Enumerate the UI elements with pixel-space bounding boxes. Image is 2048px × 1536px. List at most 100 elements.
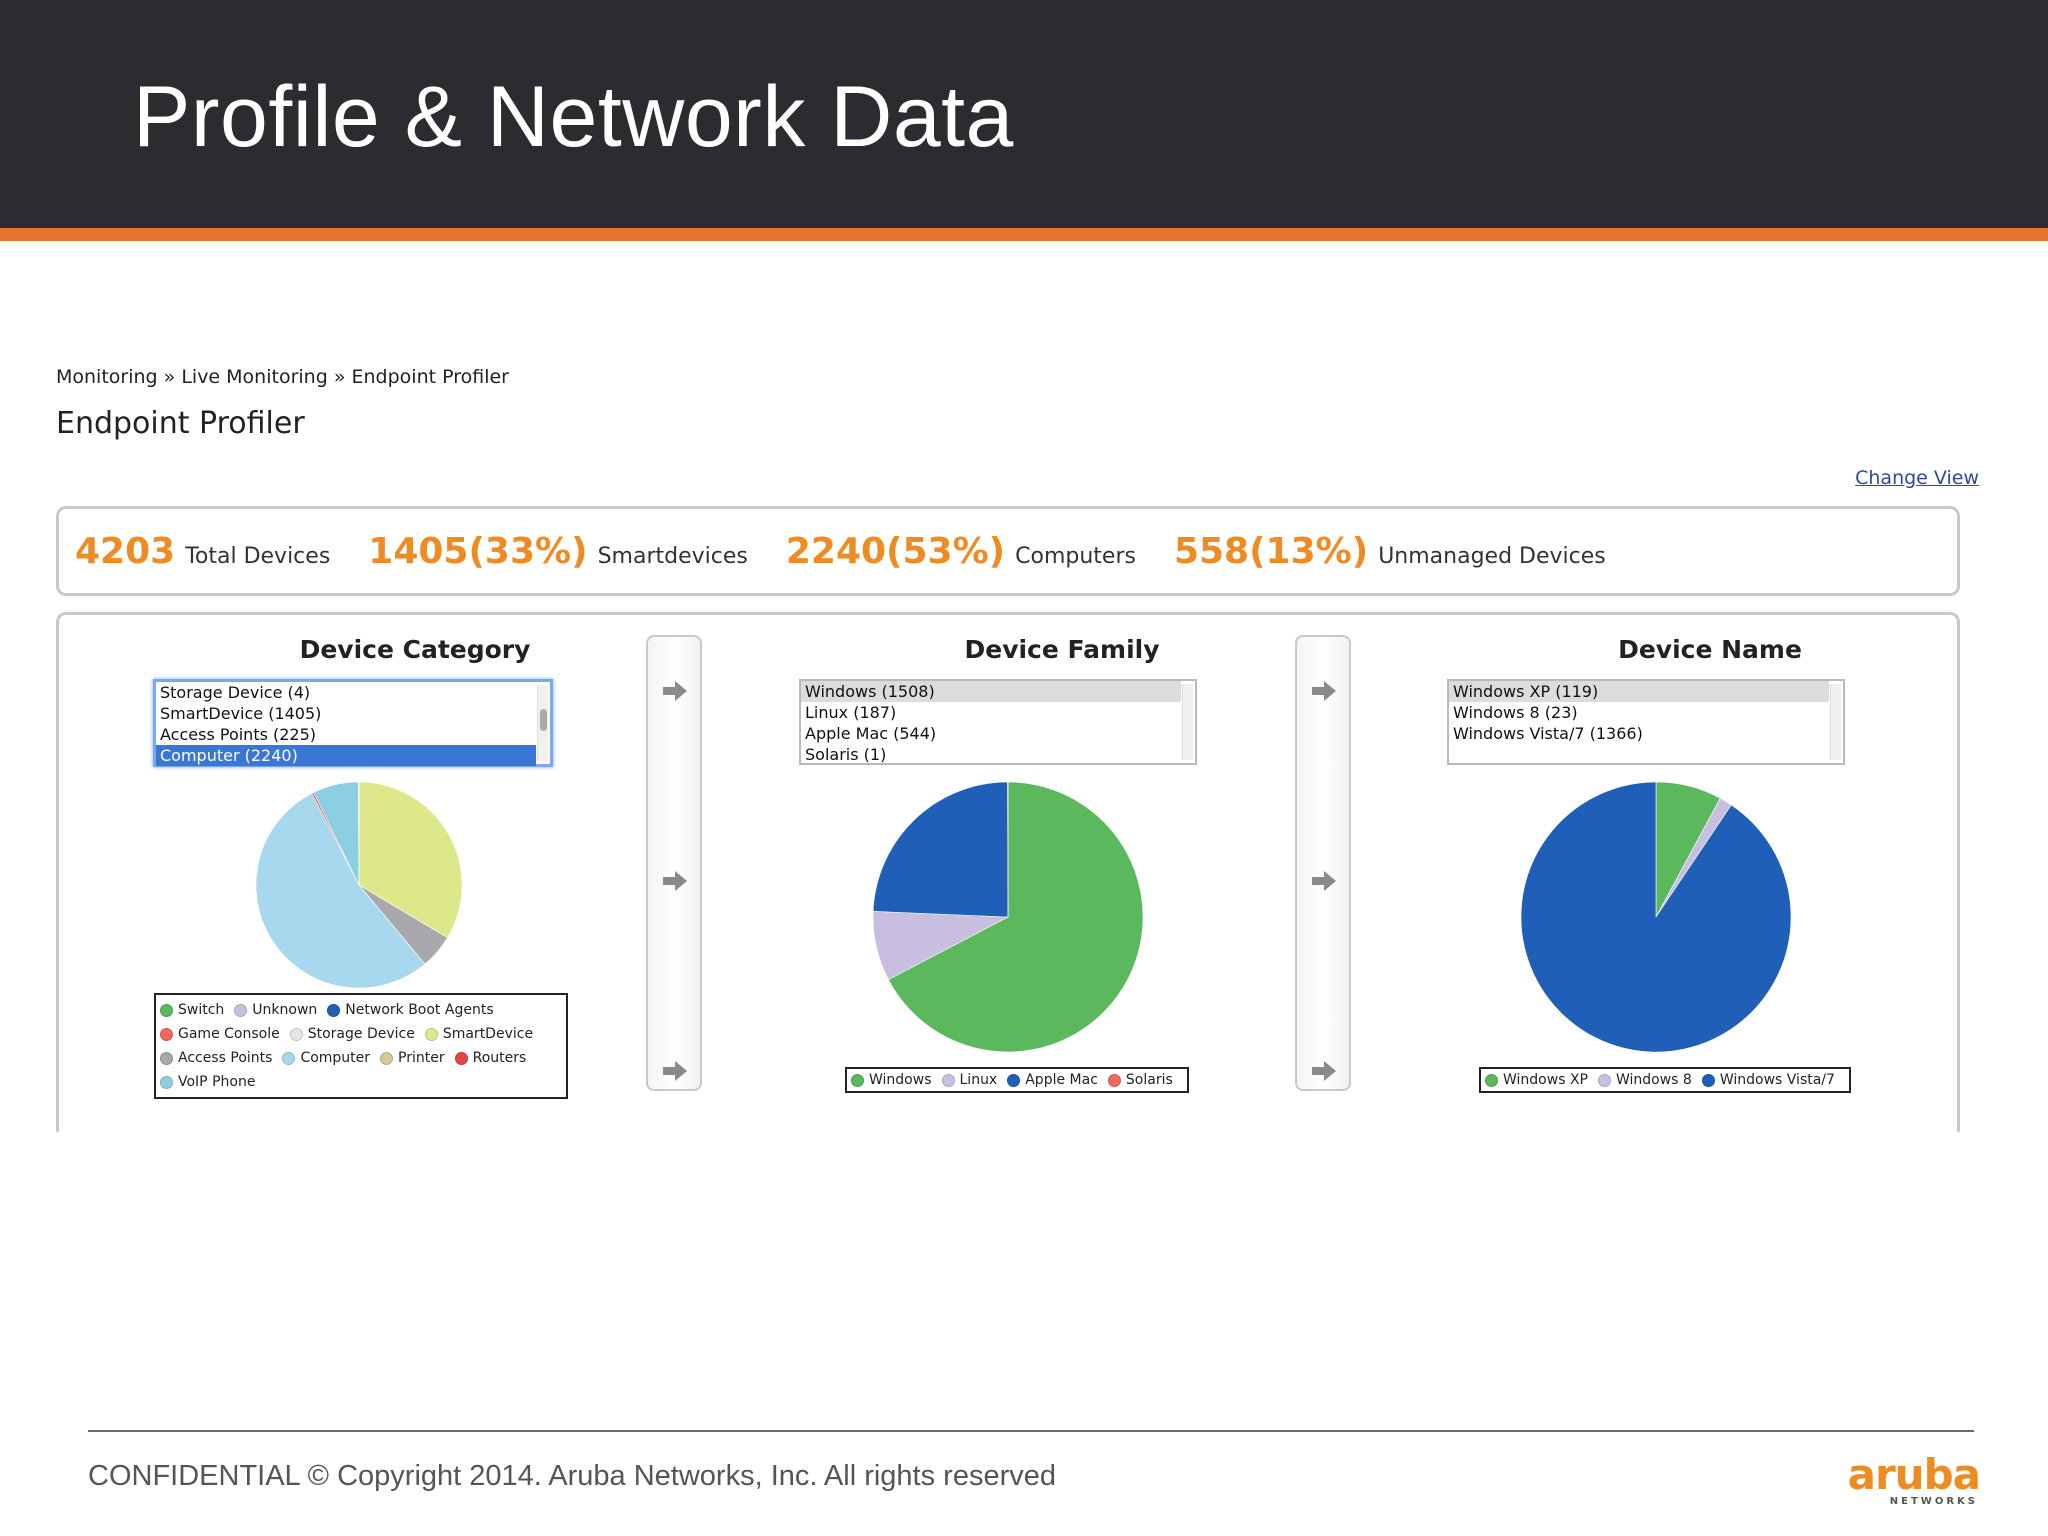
stat-label: Unmanaged Devices [1378,543,1606,569]
arrow-right-icon[interactable] [661,869,689,893]
legend-item[interactable]: Unknown [234,1002,317,1018]
list-scrollbar[interactable] [1182,684,1193,760]
list-option-highlighted[interactable]: Windows (1508) [801,681,1181,702]
stat-value: 4203 [75,530,176,572]
arrow-right-icon[interactable] [661,679,689,703]
device-name-legend: Windows XP Windows 8 Windows Vista/7 [1479,1067,1851,1093]
legend-item[interactable]: Access Points [160,1050,272,1066]
pie-slice-storage-device[interactable] [358,781,360,886]
legend-swatch [234,1003,248,1017]
list-option[interactable]: Storage Device (4) [160,683,311,702]
legend-swatch [941,1073,955,1087]
breadcrumb-separator: » [327,366,352,388]
list-option[interactable]: SmartDevice (1405) [160,704,322,723]
stat-label: Computers [1015,543,1136,569]
legend-row: Switch Unknown Network Boot Agents [160,998,562,1022]
legend-label: Unknown [252,1002,318,1018]
legend-item[interactable]: Game Console [160,1026,280,1042]
list-option[interactable]: Access Points (225) [160,725,317,744]
legend-swatch [1597,1073,1611,1087]
legend-label: Storage Device [307,1026,415,1042]
legend-item[interactable]: VoIP Phone [160,1074,255,1090]
stat-value: 1405(33%) [368,530,588,572]
device-category-title: Device Category [299,635,531,664]
list-scrollbar[interactable] [1830,684,1841,760]
device-name-list[interactable]: Windows XP (119) Windows 8 (23) Windows … [1447,679,1845,765]
transfer-arrow-bar-1 [646,635,702,1091]
device-name-pie[interactable] [1519,780,1793,1054]
pie-slice-windows-vista-7[interactable] [1520,781,1792,1053]
legend-item[interactable]: Storage Device [289,1026,415,1042]
device-category-list[interactable]: Storage Device (4) SmartDevice (1405) Ac… [153,679,553,767]
aruba-logo: aruba NETWORKS [1848,1450,1981,1510]
header-accent-rule [0,228,2048,241]
profiler-panel: Device Category Storage Device (4) Smart… [56,612,1960,1132]
legend-item[interactable]: Computer [282,1050,370,1066]
legend-swatch [160,1027,173,1041]
device-family-title: Device Family [964,635,1160,664]
legend-item[interactable]: Windows 8 [1597,1072,1692,1088]
legend-item[interactable]: Apple Mac [1007,1072,1098,1088]
slide-header: Profile & Network Data [0,0,2048,228]
legend-label: Game Console [178,1026,280,1042]
logo-wordmark: aruba [1847,1450,1981,1499]
legend-item[interactable]: Solaris [1107,1072,1173,1088]
stat-total-devices: 4203 Total Devices [75,531,330,572]
breadcrumb-separator: » [157,366,182,388]
breadcrumb-item-endpoint-profiler: Endpoint Profiler [351,366,510,388]
legend-swatch [1485,1073,1498,1087]
list-scrollbar[interactable] [537,685,548,761]
list-option[interactable]: Apple Mac (544) [805,724,937,743]
legend-label: Windows XP [1503,1072,1588,1088]
list-option-selected[interactable]: Computer (2240) [156,745,536,766]
legend-row: Game Console Storage Device SmartDevice [160,1022,562,1046]
arrow-right-icon[interactable] [1310,679,1338,703]
breadcrumb-item-live-monitoring[interactable]: Live Monitoring [181,366,328,388]
legend-item[interactable]: Routers [454,1050,527,1066]
list-option[interactable]: Linux (187) [805,703,897,722]
legend-item[interactable]: Network Boot Agents [327,1002,494,1018]
legend-swatch [160,1075,173,1089]
change-view-link[interactable]: Change View [1855,467,1979,489]
slide-title: Profile & Network Data [133,69,1014,165]
legend-item[interactable]: Linux [941,1072,997,1088]
logo-subtitle: NETWORKS [1889,1496,1978,1507]
legend-swatch [289,1027,303,1041]
arrow-right-icon[interactable] [1310,1059,1338,1083]
legend-swatch [327,1003,341,1017]
transfer-arrow-bar-2 [1295,635,1351,1091]
list-option-highlighted[interactable]: Windows XP (119) [1449,681,1829,702]
pie-slice-computer[interactable] [255,792,426,989]
pie-slice-apple-mac[interactable] [872,781,1009,918]
legend-item[interactable]: Windows [851,1072,932,1088]
legend-swatch [424,1027,438,1041]
device-family-list[interactable]: Windows (1508) Linux (187) Apple Mac (54… [799,679,1197,765]
legend-swatch [282,1051,296,1065]
arrow-right-icon[interactable] [661,1059,689,1083]
legend-swatch [380,1051,394,1065]
legend-item[interactable]: SmartDevice [424,1026,533,1042]
list-option[interactable]: Windows 8 (23) [1453,703,1578,722]
device-category-pie[interactable] [254,780,464,990]
legend-label: Computer [300,1050,371,1066]
legend-item[interactable]: Windows Vista/7 [1701,1072,1835,1088]
footer-copyright: CONFIDENTIAL © Copyright 2014. Aruba Net… [88,1460,1056,1492]
legend-item[interactable]: Printer [380,1050,445,1066]
device-name-title: Device Name [1618,635,1802,664]
legend-item[interactable]: Switch [160,1002,224,1018]
arrow-right-icon[interactable] [1310,869,1338,893]
pie-slice-smartdevice[interactable] [358,781,463,939]
breadcrumb-item-monitoring[interactable]: Monitoring [56,366,158,388]
pie-slice-windows[interactable] [888,781,1144,1053]
list-option[interactable]: Windows Vista/7 (1366) [1453,724,1643,743]
legend-label: Printer [398,1050,445,1066]
legend-swatch [851,1073,864,1087]
legend-item[interactable]: Windows XP [1485,1072,1588,1088]
legend-label: Network Boot Agents [345,1002,494,1018]
stat-unmanaged-devices: 558(13%) Unmanaged Devices [1174,531,1606,572]
scroll-thumb[interactable] [540,709,547,731]
device-family-pie[interactable] [871,780,1145,1054]
legend-swatch [1701,1073,1715,1087]
list-option[interactable]: Solaris (1) [805,745,887,764]
legend-label: Routers [472,1050,527,1066]
